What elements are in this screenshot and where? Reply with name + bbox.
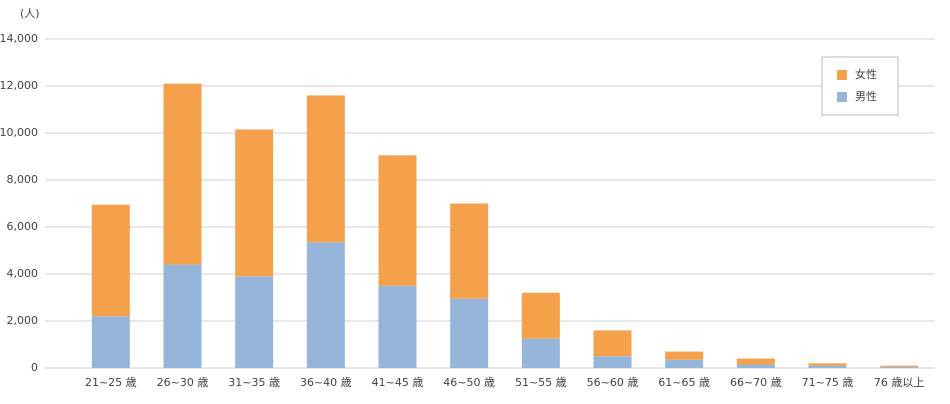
bar-segment — [593, 330, 632, 357]
bar-segment — [163, 83, 202, 265]
x-tick-label: 46~50 歳 — [443, 376, 495, 389]
x-tick-label: 26~30 歳 — [157, 376, 209, 389]
bar-segment — [306, 95, 345, 243]
bar-segment — [306, 242, 345, 368]
bar-segment — [665, 351, 704, 360]
bar-segment — [450, 203, 489, 299]
bar-segment — [378, 155, 417, 286]
x-tick-label: 56~60 歳 — [587, 376, 639, 389]
y-tick-label: 4,000 — [7, 267, 39, 280]
y-tick-label: 10,000 — [0, 126, 38, 139]
x-tick-label: 76 歳以上 — [874, 376, 925, 389]
bar-segment — [91, 316, 130, 368]
x-tick-label: 61~65 歳 — [658, 376, 710, 389]
x-tick-label: 51~55 歳 — [515, 376, 567, 389]
bar-segment — [808, 363, 847, 366]
legend-box — [821, 56, 899, 116]
legend-label: 女性 — [855, 67, 877, 81]
y-tick-label: 6,000 — [7, 220, 39, 233]
y-tick-label: 14,000 — [0, 32, 38, 45]
x-tick-label: 31~35 歳 — [228, 376, 280, 389]
bar-segment — [736, 364, 775, 368]
bar-segment — [235, 276, 274, 368]
bar-segment — [235, 129, 274, 277]
y-tick-label: 8,000 — [7, 173, 39, 186]
bar-segment — [880, 366, 919, 368]
x-tick-label: 21~25 歳 — [85, 376, 137, 389]
bar-segment — [736, 358, 775, 365]
y-tick-label: 0 — [31, 361, 38, 374]
y-tick-label: 12,000 — [0, 79, 38, 92]
bar-segment — [521, 292, 560, 339]
bar-segment — [521, 338, 560, 368]
x-tick-label: 66~70 歳 — [730, 376, 782, 389]
legend-swatch — [837, 92, 847, 102]
bar-segment — [91, 204, 130, 317]
bar-segment — [880, 365, 919, 367]
legend-label: 男性 — [855, 89, 877, 103]
bar-segment — [450, 298, 489, 368]
bar-segment — [163, 264, 202, 368]
bar-segment — [378, 285, 417, 368]
x-tick-label: 71~75 歳 — [802, 376, 854, 389]
bar-segment — [808, 365, 847, 368]
bar-segment — [665, 359, 704, 368]
bar-segment — [593, 356, 632, 368]
x-tick-label: 41~45 歳 — [372, 376, 424, 389]
x-tick-label: 36~40 歳 — [300, 376, 352, 389]
legend-swatch — [837, 70, 847, 80]
y-unit: (人) — [20, 7, 40, 20]
y-tick-label: 2,000 — [7, 314, 39, 327]
